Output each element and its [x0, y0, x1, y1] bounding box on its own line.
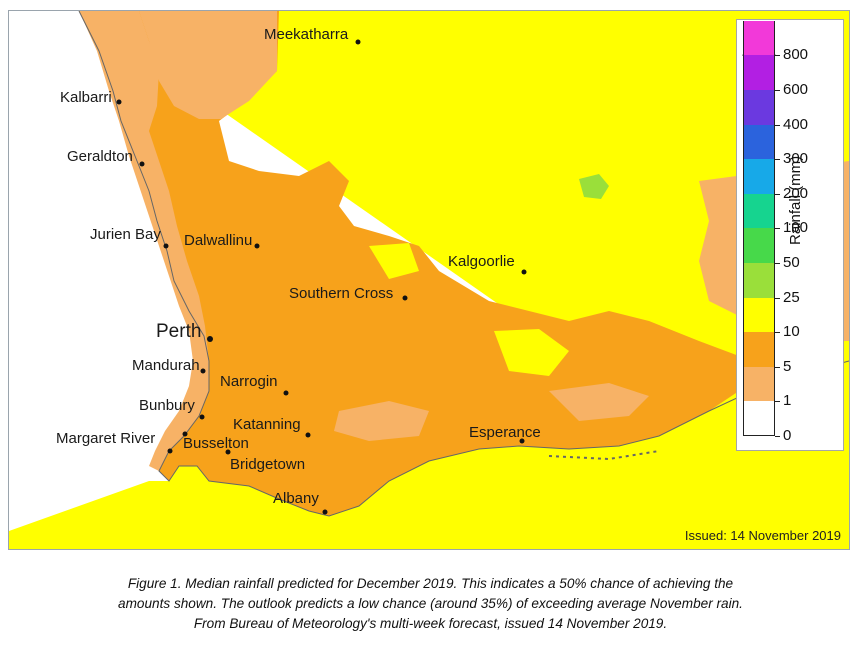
- city-dot-katanning: [305, 432, 311, 438]
- islands-south: [548, 450, 660, 461]
- legend-swatch-100: [743, 193, 775, 229]
- land-lightorange-coast: [79, 11, 209, 471]
- legend-label-400: 400: [783, 115, 809, 133]
- city-label-meekatharra: Meekatharra: [264, 26, 349, 43]
- city-dot-bunbury: [199, 414, 205, 420]
- caption-line-2: amounts shown. The outlook predicts a lo…: [118, 596, 743, 611]
- city-dot-mandurah: [200, 368, 206, 374]
- legend-swatch-50: [743, 228, 775, 263]
- city-dot-esperance: [519, 438, 525, 444]
- city-dot-dalwallinu: [254, 243, 260, 249]
- legend-label-10: 10: [783, 323, 800, 341]
- legend-label-300: 300: [783, 150, 809, 168]
- legend-swatch-300: [743, 124, 775, 160]
- city-dot-margaret-river: [167, 448, 173, 454]
- city-label-kalbarri: Kalbarri: [60, 89, 112, 106]
- land-lightorange-south2: [549, 383, 649, 421]
- land-yellow-patch-3: [369, 243, 419, 279]
- legend-tick-0: [775, 436, 780, 437]
- legend-tick-200: [775, 193, 780, 195]
- city-label-kalgoorlie: Kalgoorlie: [448, 253, 515, 270]
- city-label-busselton: Busselton: [183, 435, 249, 452]
- city-label-jurien-bay: Jurien Bay: [90, 226, 161, 243]
- legend-label-25: 25: [783, 288, 800, 306]
- land-green-patch: [579, 174, 609, 199]
- legend-swatch-25: [743, 263, 775, 298]
- legend-swatch-10: [743, 297, 775, 333]
- land-yellow-patch-2: [494, 329, 569, 376]
- city-label-albany: Albany: [273, 490, 319, 507]
- land-yellow: [9, 11, 849, 549]
- legend-label-1: 1: [783, 392, 792, 410]
- city-dot-albany: [322, 509, 328, 515]
- city-dot-narrogin: [283, 390, 289, 396]
- city-label-southern-cross: Southern Cross: [289, 285, 393, 302]
- legend-label-200: 200: [783, 184, 809, 202]
- legend-label-0: 0: [783, 427, 792, 444]
- legend-tick-5: [775, 366, 780, 368]
- legend-swatch-800: [743, 20, 775, 56]
- legend-tick-100: [775, 228, 780, 230]
- legend-label-600: 600: [783, 81, 809, 98]
- legend-tick-300: [775, 159, 780, 161]
- city-label-perth: Perth: [156, 321, 201, 342]
- legend-tick-600: [775, 90, 780, 91]
- legend-title: Rainfall (mm): [787, 155, 804, 245]
- legend-swatch-1: [743, 366, 775, 402]
- legend-tick-800: [775, 55, 780, 57]
- rainfall-map: Meekatharra Kalbarri Geraldton Jurien Ba…: [9, 11, 849, 549]
- issued-date: Issued: 14 November 2019: [684, 528, 841, 543]
- legend-swatch-600: [743, 55, 775, 90]
- legend-swatch-200: [743, 159, 775, 194]
- legend-swatch-5: [743, 332, 775, 367]
- city-label-geraldton: Geraldton: [67, 148, 133, 165]
- city-label-mandurah: Mandurah: [132, 357, 200, 374]
- legend-tick-1: [775, 401, 780, 403]
- rainfall-legend: 0 1 5 10 25 50 100 200 300 400 600 800 Rainfall (mm…: [736, 19, 844, 451]
- city-dot-jurien-bay: [163, 243, 169, 249]
- city-dot-busselton: [182, 431, 188, 437]
- legend-label-100: 100: [783, 219, 809, 237]
- city-dot-bridgetown: [225, 449, 231, 455]
- city-markers: Meekatharra Kalbarri Geraldton Jurien Ba…: [56, 26, 541, 515]
- city-label-bridgetown: Bridgetown: [230, 456, 305, 473]
- city-dot-meekatharra: [355, 39, 361, 45]
- legend-tick-400: [775, 124, 780, 126]
- city-dot-perth: [207, 336, 213, 342]
- city-dot-geraldton: [139, 161, 145, 167]
- legend-label-800: 800: [783, 46, 809, 64]
- city-label-narrogin: Narrogin: [220, 373, 278, 390]
- land-lightorange-south: [334, 401, 429, 441]
- legend-label-5: 5: [783, 357, 792, 375]
- legend-swatch-0: [743, 401, 775, 436]
- city-dot-kalbarri: [116, 99, 122, 105]
- land-lightorange-north: [139, 11, 277, 119]
- coastline: [78, 11, 849, 517]
- city-label-bunbury: Bunbury: [139, 397, 195, 414]
- legend-label-50: 50: [783, 254, 800, 271]
- legend-tick-25: [775, 297, 780, 299]
- figure-caption: Figure 1. Median rainfall predicted for …: [0, 574, 861, 634]
- legend-swatch-400: [743, 90, 775, 125]
- city-label-katanning: Katanning: [233, 416, 301, 433]
- city-label-margaret-river: Margaret River: [56, 430, 155, 447]
- city-dot-southern-cross: [402, 295, 408, 301]
- legend-tick-50: [775, 263, 780, 264]
- legend-tick-10: [775, 332, 780, 334]
- land-yellow-patch-1: [469, 186, 574, 271]
- map-figure: Meekatharra Kalbarri Geraldton Jurien Ba…: [8, 10, 850, 550]
- caption-line-3: From Bureau of Meteorology's multi-week …: [193, 616, 668, 631]
- city-dot-kalgoorlie: [521, 269, 527, 275]
- city-label-dalwallinu: Dalwallinu: [184, 232, 252, 249]
- caption-line-1: Figure 1. Median rainfall predicted for …: [127, 576, 734, 591]
- city-label-esperance: Esperance: [469, 424, 541, 441]
